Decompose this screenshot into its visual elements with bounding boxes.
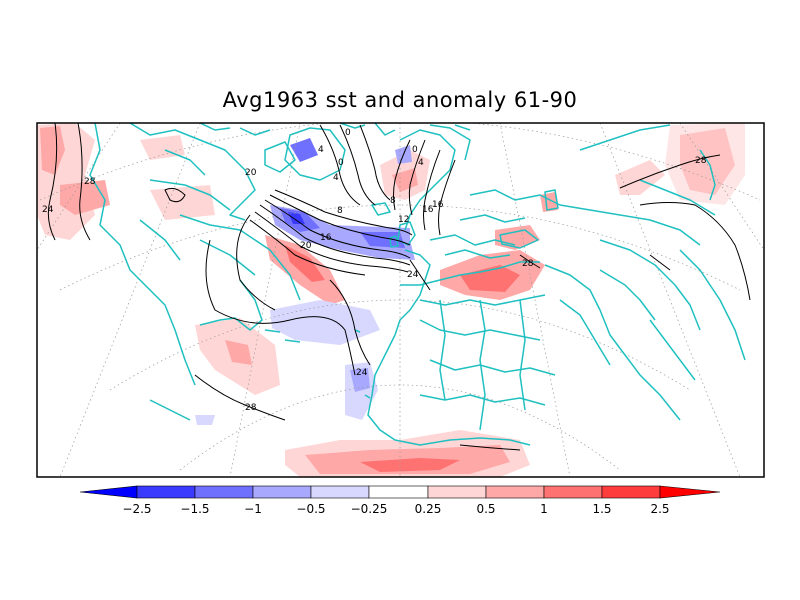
contour-label: 0 [338, 158, 344, 168]
colorbar-segment [427, 485, 487, 499]
warm-anomaly-pacific-west-core [40, 126, 65, 175]
contour-label: 24 [356, 368, 368, 378]
colorbar-tick-label: −2.5 [122, 502, 151, 516]
colorbar-tick-label: 2.5 [650, 502, 669, 516]
colorbar-tick-label: −0.5 [296, 502, 325, 516]
warm-anomaly-med-core [460, 265, 520, 292]
contour-label: 24 [407, 270, 419, 280]
colorbar-tick-label: −1.5 [180, 502, 209, 516]
cold-anomaly-south [195, 415, 215, 425]
colorbar [79, 485, 721, 499]
map-panel: 0 4 0 4 0 4 8 8 12 16 16 16 20 20 24 24 … [37, 123, 764, 477]
anomaly-shading [37, 123, 745, 477]
cold-anomaly-hudson [290, 138, 318, 162]
contour-label: 4 [318, 145, 324, 155]
colorbar-segment [368, 485, 429, 499]
graticule [37, 123, 764, 477]
contour-label: 8 [390, 196, 396, 206]
contour-label: 12 [398, 215, 409, 225]
colorbar-segment [252, 485, 312, 499]
contour-label: 0 [345, 128, 351, 138]
colorbar-segment [485, 485, 545, 499]
colorbar-segment [310, 485, 370, 499]
contour-label: 20 [300, 241, 312, 251]
plot-title: Avg1963 sst and anomaly 61-90 [222, 88, 578, 112]
warm-anomaly-black-sea [495, 225, 540, 250]
colorbar-arrow-high [659, 485, 721, 499]
coastlines [89, 123, 746, 446]
colorbar-ticks: −2.5 −1.5 −1 −0.5 −0.25 0.25 0.5 1 1.5 2… [122, 502, 669, 516]
contour-label: 28 [245, 403, 257, 413]
colorbar-segment [543, 485, 603, 499]
contour-label: 20 [245, 168, 257, 178]
colorbar-tick-label: 1.5 [592, 502, 611, 516]
contour-label: 16 [422, 205, 434, 215]
contour-labels: 0 4 0 4 0 4 8 8 12 16 16 16 20 20 24 24 … [42, 128, 707, 413]
colorbar-tick-label: −1 [244, 502, 262, 516]
contour-label: 16 [320, 233, 332, 243]
contour-label: 28 [84, 177, 96, 187]
contour-label: 0 [412, 145, 418, 155]
colorbar-segment [601, 485, 661, 499]
cold-anomaly-mid-atlantic [270, 300, 380, 345]
contour-label: 28 [522, 259, 534, 269]
colorbar-tick-label: 0.25 [415, 502, 442, 516]
contour-label: 4 [418, 158, 424, 168]
warm-anomaly-east-asia [615, 160, 665, 195]
colorbar-tick-label: 0.5 [476, 502, 495, 516]
colorbar-segment [194, 485, 254, 499]
colorbar-segment [136, 485, 196, 499]
contour-label: 16 [432, 200, 444, 210]
contour-label: 28 [695, 156, 707, 166]
colorbar-arrow-low [79, 485, 138, 499]
contour-label: 8 [337, 206, 343, 216]
cold-anomaly-labrador-strong [288, 212, 305, 224]
warm-anomaly-subtropic-core [225, 340, 252, 365]
warm-anomaly-north-pacific [150, 185, 215, 220]
colorbar-tick-label: −0.25 [351, 502, 388, 516]
contour-label: 4 [333, 173, 339, 183]
colorbar-tick-label: 1 [540, 502, 548, 516]
warm-anomaly-pacific-mid [140, 135, 185, 160]
contour-label: 24 [42, 205, 54, 215]
warm-anomaly-norway-core [392, 168, 418, 192]
warm-anomaly-gulfstream-core [285, 245, 325, 282]
sst-contours [47, 123, 751, 451]
map-frame [36, 122, 765, 478]
warm-anomaly-japan-light [665, 123, 745, 205]
warm-anomaly-africa-south-strong [360, 458, 460, 472]
